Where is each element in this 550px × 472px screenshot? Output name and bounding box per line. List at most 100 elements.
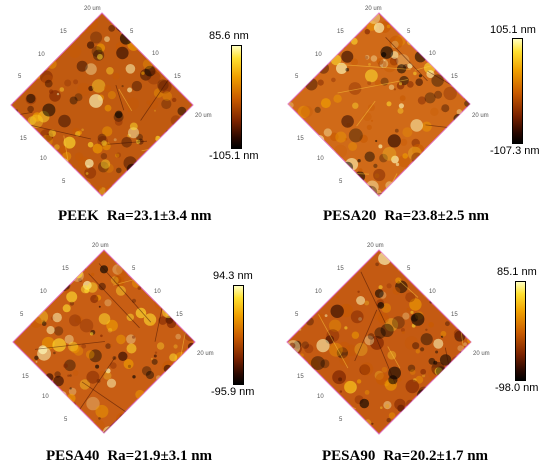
texture-spot bbox=[438, 257, 451, 270]
texture-spot bbox=[29, 13, 42, 25]
texture-spot bbox=[397, 264, 404, 272]
texture-spot bbox=[163, 139, 168, 143]
texture-spot bbox=[71, 402, 77, 407]
texture-spot bbox=[88, 85, 94, 92]
texture-spot bbox=[350, 58, 359, 66]
texture-spot bbox=[344, 326, 348, 330]
texture-spot bbox=[329, 281, 337, 289]
texture-spot bbox=[123, 156, 137, 170]
texture-spot bbox=[125, 64, 136, 74]
texture-spot bbox=[438, 408, 453, 422]
texture-spot bbox=[436, 170, 441, 175]
texture-spot bbox=[59, 402, 68, 410]
texture-spot bbox=[115, 18, 129, 32]
texture-spot bbox=[458, 34, 469, 44]
texture-spot bbox=[69, 387, 72, 390]
texture-spot bbox=[336, 62, 348, 74]
texture-spot bbox=[453, 270, 466, 282]
texture-spot bbox=[422, 374, 426, 378]
texture-spot bbox=[16, 126, 27, 137]
tick-10: 10 bbox=[42, 394, 49, 400]
texture-spot bbox=[142, 41, 148, 48]
texture-spot bbox=[358, 317, 362, 321]
texture-spot bbox=[328, 319, 342, 332]
texture-spot bbox=[73, 268, 83, 279]
texture-spot bbox=[112, 72, 120, 80]
tick-15: 15 bbox=[297, 374, 304, 380]
texture-spot bbox=[457, 358, 463, 364]
texture-spot bbox=[57, 158, 69, 169]
texture-scratch bbox=[45, 195, 53, 196]
texture-spot bbox=[19, 32, 31, 44]
texture-spot bbox=[316, 274, 319, 277]
texture-spot bbox=[19, 23, 23, 27]
texture-spot bbox=[153, 136, 157, 140]
tick-5: 5 bbox=[407, 266, 411, 272]
texture-spot bbox=[440, 292, 451, 303]
texture-spot bbox=[25, 93, 37, 105]
texture-spot bbox=[328, 250, 342, 258]
texture-spot bbox=[455, 125, 468, 138]
texture-spot bbox=[413, 258, 421, 266]
texture-spot bbox=[167, 132, 179, 144]
texture-spot bbox=[174, 125, 182, 133]
texture-spot bbox=[20, 174, 32, 186]
texture-spot bbox=[135, 307, 147, 319]
texture-spot bbox=[150, 357, 153, 360]
texture-spot bbox=[398, 82, 403, 86]
texture-spot bbox=[297, 105, 310, 118]
texture-spot bbox=[47, 45, 59, 57]
texture-spot bbox=[26, 35, 30, 39]
texture-spot bbox=[156, 342, 165, 350]
tick-10: 10 bbox=[40, 289, 47, 295]
texture-spot bbox=[320, 98, 331, 109]
texture-spot bbox=[50, 50, 57, 58]
texture-spot bbox=[39, 174, 45, 181]
texture-spot bbox=[11, 121, 19, 136]
texture-spot bbox=[48, 382, 52, 385]
tick-10: 10 bbox=[429, 289, 436, 295]
texture-spot bbox=[348, 82, 362, 95]
tick-5: 5 bbox=[64, 417, 68, 423]
texture-spot bbox=[388, 412, 396, 419]
texture-spot bbox=[122, 176, 127, 181]
texture-scratch bbox=[173, 146, 181, 171]
texture-spot bbox=[387, 350, 397, 360]
colorbar-max-label: 85.6 nm bbox=[209, 30, 249, 42]
texture-spot bbox=[325, 263, 330, 268]
panel-caption: PESA20 Ra=23.8±2.5 nm bbox=[323, 208, 497, 225]
texture-spot bbox=[90, 272, 95, 277]
texture-spot bbox=[423, 406, 432, 414]
texture-spot bbox=[420, 368, 427, 375]
texture-spot bbox=[368, 63, 371, 66]
texture-spot bbox=[287, 400, 292, 408]
texture-spot bbox=[364, 55, 369, 60]
texture-spot bbox=[396, 81, 405, 90]
texture-spot bbox=[438, 187, 441, 190]
texture-spot bbox=[28, 427, 33, 432]
texture-spot bbox=[330, 304, 344, 318]
texture-spot bbox=[12, 188, 25, 196]
texture-spot bbox=[369, 335, 384, 350]
texture-spot bbox=[360, 362, 374, 376]
texture-spot bbox=[46, 27, 59, 40]
texture-spot bbox=[305, 376, 317, 388]
texture-spot bbox=[399, 18, 404, 23]
texture-spot bbox=[175, 391, 190, 406]
texture-spot bbox=[293, 171, 296, 174]
texture-spot bbox=[97, 185, 103, 190]
texture-spot bbox=[358, 168, 363, 173]
texture-spot bbox=[169, 353, 178, 362]
texture-spot bbox=[291, 295, 301, 305]
texture-spot bbox=[386, 283, 392, 289]
texture-spot bbox=[288, 140, 295, 153]
tick-10: 10 bbox=[429, 51, 436, 57]
texture-spot bbox=[164, 176, 175, 187]
texture-spot bbox=[345, 344, 357, 357]
texture-spot bbox=[133, 30, 138, 35]
texture-spot bbox=[182, 183, 193, 193]
texture-spot bbox=[104, 299, 112, 307]
texture-spot bbox=[406, 38, 414, 46]
colorbar bbox=[233, 285, 244, 385]
texture-spot bbox=[428, 357, 436, 365]
